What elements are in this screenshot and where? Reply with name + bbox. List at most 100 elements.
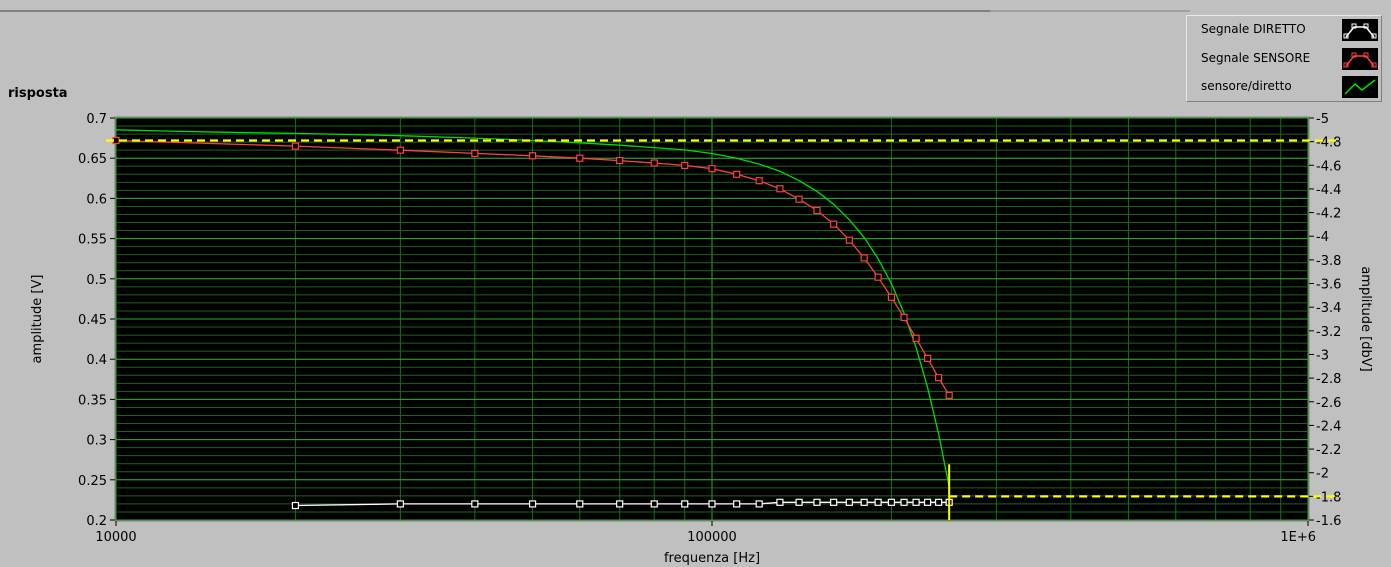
top-frame-line-right — [990, 10, 1190, 12]
data-point — [776, 498, 784, 506]
legend-swatch-ratio — [1342, 76, 1378, 98]
data-point — [860, 254, 868, 262]
data-point — [900, 313, 908, 321]
y2-tick-label: -5 — [1316, 112, 1329, 127]
data-point — [860, 498, 868, 506]
graph-title: risposta — [8, 86, 68, 101]
y2-tick-label: -3.4 — [1316, 301, 1341, 316]
data-point — [471, 500, 479, 508]
y2-tick-label: -2.2 — [1316, 443, 1341, 458]
y2-tick-label: -3 — [1316, 348, 1329, 363]
legend-swatch-sensore — [1342, 48, 1378, 70]
y2-axis-label: amplitude [dbV] — [1358, 266, 1373, 371]
y-tick-label: 0.25 — [78, 474, 107, 489]
data-point — [681, 500, 689, 508]
y2-tick-label: -1.8 — [1316, 490, 1341, 505]
series-line-2 — [115, 129, 950, 488]
y2-tick-label: -4.4 — [1316, 183, 1341, 198]
y2-tick-label: -3.2 — [1316, 325, 1341, 340]
series-markers-0 — [291, 498, 953, 510]
data-point — [935, 498, 943, 506]
data-point — [616, 500, 624, 508]
y-tick-label: 0.45 — [78, 313, 107, 328]
data-point — [830, 220, 838, 228]
data-point — [528, 152, 537, 160]
x-tick-label: 100000 — [687, 530, 737, 545]
data-point — [887, 293, 896, 301]
data-point — [813, 498, 821, 506]
y-tick-label: 0.3 — [86, 434, 107, 449]
y-tick-label: 0.4 — [86, 353, 107, 368]
y2-tick-label: -3.6 — [1316, 278, 1341, 293]
data-point — [755, 500, 763, 508]
x-tick-label: 10000 — [95, 530, 136, 545]
y2-tick-label: -1.6 — [1316, 514, 1341, 529]
data-point — [708, 165, 716, 173]
data-point — [396, 146, 404, 154]
y2-tick-label: -4.8 — [1316, 136, 1341, 151]
data-point — [755, 177, 763, 185]
y-tick-label: 0.65 — [78, 152, 107, 167]
data-point — [733, 500, 741, 508]
y-tick-label: 0.2 — [86, 514, 107, 529]
top-frame-line — [0, 0, 990, 12]
legend-item-ratio[interactable]: sensore/diretto — [1187, 73, 1381, 102]
legend-swatch-diretto — [1342, 19, 1378, 41]
data-point — [795, 498, 803, 506]
y2-tick-label: -2.6 — [1316, 396, 1341, 411]
data-point — [845, 236, 853, 244]
y-tick-label: 0.55 — [78, 233, 107, 248]
y2-tick-label: -4 — [1316, 230, 1329, 245]
data-point — [874, 498, 882, 506]
data-point — [681, 161, 689, 170]
data-point — [650, 500, 658, 508]
data-point — [935, 374, 943, 382]
legend-label: sensore/diretto — [1201, 79, 1292, 93]
data-point — [874, 273, 882, 281]
data-point — [471, 149, 479, 157]
legend-label: Segnale DIRETTO — [1201, 22, 1306, 36]
y-tick-label: 0.6 — [86, 192, 107, 207]
grid-lines — [115, 117, 1309, 521]
data-point — [945, 391, 953, 399]
data-point — [528, 500, 537, 508]
legend-label: Segnale SENSORE — [1201, 51, 1311, 65]
data-point — [900, 498, 908, 506]
y-tick-label: 0.35 — [78, 393, 107, 408]
data-point — [733, 170, 741, 178]
data-point — [616, 157, 624, 165]
y2-tick-label: -4.6 — [1316, 159, 1341, 174]
data-point — [576, 154, 584, 162]
x-tick-label: 1E+6 — [1280, 530, 1316, 545]
data-point — [923, 498, 932, 506]
data-point — [830, 498, 838, 506]
data-point — [396, 500, 404, 508]
y2-tick-label: -2.8 — [1316, 372, 1341, 387]
data-point — [845, 498, 853, 506]
data-point — [912, 498, 920, 506]
y2-tick-label: -2 — [1316, 467, 1329, 482]
y2-tick-label: -3.8 — [1316, 254, 1341, 269]
x-axis-label: frequenza [Hz] — [664, 551, 760, 566]
data-point — [576, 500, 584, 508]
data-point — [776, 185, 784, 193]
data-point — [708, 500, 716, 508]
data-point — [291, 142, 300, 150]
data-point — [887, 498, 896, 506]
legend-item-sensore[interactable]: Segnale SENSORE — [1187, 45, 1381, 74]
data-point — [650, 159, 658, 167]
y2-tick-label: -2.4 — [1316, 419, 1341, 434]
plot-legend[interactable]: Segnale DIRETTO Segnale SENSORE sensore/… — [1186, 15, 1382, 102]
y-tick-label: 0.5 — [86, 273, 107, 288]
series-markers-1 — [112, 136, 953, 399]
y2-tick-label: -4.2 — [1316, 207, 1341, 222]
y-tick-label: 0.7 — [86, 112, 107, 127]
data-point — [912, 334, 920, 342]
data-point — [291, 501, 300, 510]
data-point — [923, 354, 932, 362]
legend-item-diretto[interactable]: Segnale DIRETTO — [1187, 16, 1381, 45]
y-axis-label: amplitude [V] — [30, 275, 45, 364]
data-point — [813, 206, 821, 215]
data-point — [795, 195, 803, 203]
